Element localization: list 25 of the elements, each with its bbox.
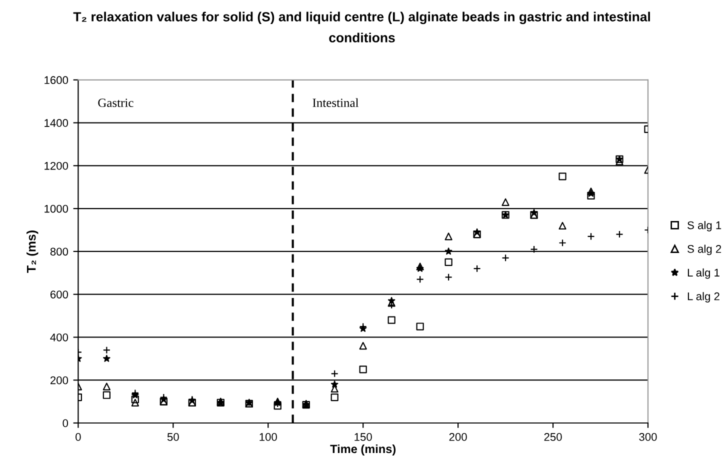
legend-label: L alg 2: [688, 292, 720, 302]
legend-label: S alg 1: [688, 221, 722, 232]
y-axis-title: T₂ (ms): [26, 230, 38, 273]
y-tick-label: 400: [50, 333, 68, 342]
annotation: Gastric: [98, 98, 134, 108]
y-tick-label: 1600: [44, 76, 68, 84]
chart-title: T₂ relaxation values for solid (S) and liquid centre (L) alginate beads in gastric and intestinal conditions: [73, 12, 650, 42]
y-tick-label: 200: [50, 376, 68, 384]
y-tick-label: 1400: [44, 119, 68, 127]
legend-label: S alg 2: [688, 244, 722, 256]
y-tick-label: 0: [62, 419, 68, 428]
x-axis-title: Time (mins): [330, 444, 396, 456]
y-tick-label: 800: [50, 248, 68, 256]
legend-label: L alg 1: [688, 268, 720, 279]
x-tick-label: 100: [260, 433, 277, 441]
x-tick-label: 0: [76, 433, 81, 441]
y-tick-label: 1000: [44, 204, 68, 213]
y-tick-label: 600: [50, 290, 68, 298]
x-tick-label: 50: [167, 433, 179, 441]
x-tick-label: 300: [639, 433, 657, 441]
y-tick-label: 1200: [44, 162, 68, 170]
x-tick-label: 150: [354, 433, 372, 441]
x-tick-label: 200: [449, 433, 467, 441]
annotation: Intestinal: [312, 98, 359, 108]
x-tick-label: 250: [544, 433, 562, 441]
